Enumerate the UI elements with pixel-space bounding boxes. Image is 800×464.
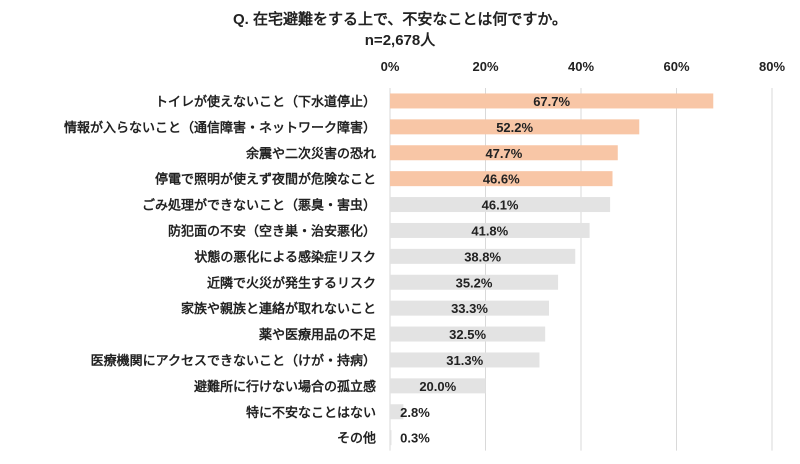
x-tick-label: 60% bbox=[663, 59, 689, 74]
category-label: 家族や親族と連絡が取れないこと bbox=[181, 301, 376, 316]
data-label: 32.5% bbox=[449, 327, 486, 342]
category-label: 余震や二次災害の恐れ bbox=[245, 146, 376, 161]
data-label: 67.7% bbox=[533, 94, 570, 109]
category-label: 薬や医療用品の不足 bbox=[258, 327, 377, 342]
bar bbox=[390, 145, 618, 161]
category-label: 状態の悪化による感染症リスク bbox=[194, 249, 376, 264]
bar bbox=[390, 197, 611, 213]
data-label: 47.7% bbox=[485, 146, 522, 161]
chart-title: Q. 在宅避難をする上で、不安なことは何ですか。 bbox=[232, 11, 568, 28]
category-label: 避難所に行けない場合の孤立感 bbox=[194, 379, 376, 394]
data-label: 35.2% bbox=[456, 275, 493, 290]
data-label: 31.3% bbox=[446, 353, 483, 368]
category-label: トイレが使えないこと（下水道停止） bbox=[155, 94, 376, 109]
data-label: 46.6% bbox=[483, 172, 520, 187]
bar bbox=[390, 171, 613, 187]
bar bbox=[390, 274, 559, 290]
x-tick-label: 20% bbox=[472, 59, 498, 74]
data-label: 46.1% bbox=[482, 198, 519, 213]
bar bbox=[390, 119, 640, 135]
category-label: 情報が入らないこと（通信障害・ネットワーク障害） bbox=[64, 120, 376, 135]
category-label: 医療機関にアクセスできないこと（けが・持病） bbox=[91, 353, 376, 368]
data-label: 33.3% bbox=[451, 301, 488, 316]
bar bbox=[390, 93, 714, 109]
category-label: 特に不安なことはない bbox=[246, 405, 376, 420]
data-label: 38.8% bbox=[464, 249, 501, 264]
bar bbox=[390, 430, 392, 446]
bar bbox=[390, 352, 540, 368]
chart-subtitle: n=2,678人 bbox=[364, 32, 436, 49]
category-label: その他 bbox=[337, 431, 376, 446]
bar bbox=[390, 378, 486, 394]
bar bbox=[390, 248, 576, 264]
category-label: 近隣で火災が発生するリスク bbox=[207, 275, 376, 290]
data-label: 52.2% bbox=[496, 120, 533, 135]
data-label: 20.0% bbox=[419, 379, 456, 394]
bar bbox=[390, 300, 550, 316]
bar bbox=[390, 326, 546, 342]
bar bbox=[390, 404, 404, 420]
x-tick-label: 40% bbox=[568, 59, 594, 74]
data-label: 41.8% bbox=[471, 223, 508, 238]
bar bbox=[390, 222, 590, 238]
x-tick-label: 80% bbox=[759, 59, 785, 74]
category-label: 停電で照明が使えず夜間が危険なこと bbox=[155, 172, 376, 187]
data-label: 0.3% bbox=[400, 431, 430, 446]
category-label: 防犯面の不安（空き巣・治安悪化） bbox=[168, 223, 376, 238]
data-label: 2.8% bbox=[400, 405, 430, 420]
x-tick-label: 0% bbox=[381, 59, 400, 74]
category-label: ごみ処理ができないこと（悪臭・害虫） bbox=[142, 198, 376, 213]
